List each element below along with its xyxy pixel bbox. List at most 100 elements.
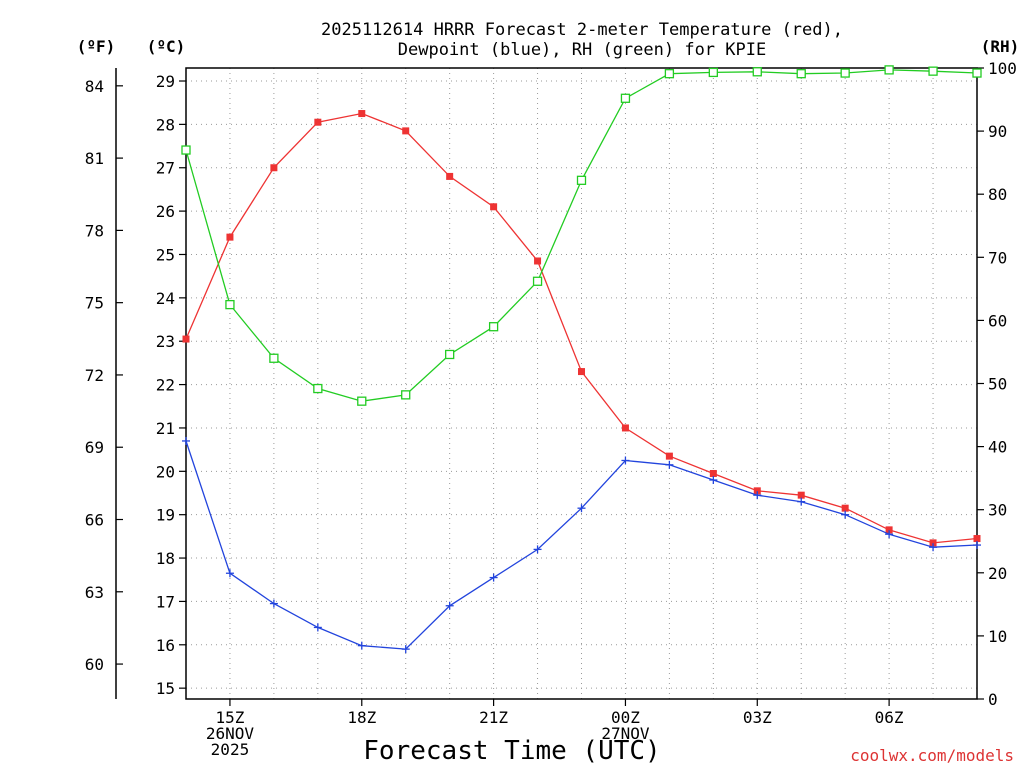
celsius-tick-label: 29 xyxy=(156,72,175,91)
data-point xyxy=(313,623,322,632)
data-point xyxy=(357,396,367,406)
data-point xyxy=(489,573,498,582)
x-tick-label: 00Z xyxy=(611,708,640,727)
data-point xyxy=(665,452,673,460)
celsius-unit-label: (ºC) xyxy=(147,37,186,56)
rh-tick-label: 50 xyxy=(988,375,1007,394)
data-point xyxy=(269,353,279,363)
rh-tick-label: 100 xyxy=(988,59,1017,78)
data-point xyxy=(841,504,849,512)
data-point xyxy=(533,545,542,554)
credit-text: coolwx.com/models xyxy=(850,746,1014,765)
celsius-tick-label: 28 xyxy=(156,115,175,134)
rh-tick-label: 80 xyxy=(988,185,1007,204)
fahrenheit-tick-label: 66 xyxy=(85,511,104,530)
x-tick-label: 21Z xyxy=(479,708,508,727)
data-point xyxy=(182,335,190,343)
data-point xyxy=(488,322,499,332)
data-point xyxy=(752,67,762,77)
data-point xyxy=(578,368,585,376)
data-point xyxy=(885,526,893,534)
data-point xyxy=(708,67,718,78)
data-point xyxy=(973,541,981,550)
data-point xyxy=(401,645,410,654)
data-point xyxy=(797,497,806,506)
fahrenheit-tick-label: 60 xyxy=(85,655,104,674)
data-point xyxy=(576,175,587,185)
chart-title-line2: Dewpoint (blue), RH (green) for KPIE xyxy=(398,40,766,60)
x-tick-label: 2025 xyxy=(211,740,250,759)
data-point xyxy=(884,65,894,75)
series-layer xyxy=(181,65,982,654)
x-tick-label: 06Z xyxy=(875,708,904,727)
data-point xyxy=(181,145,191,155)
data-point xyxy=(885,530,894,539)
celsius-tick-label: 17 xyxy=(156,592,175,611)
data-point xyxy=(446,172,454,180)
data-point xyxy=(269,599,278,608)
fahrenheit-tick-label: 78 xyxy=(85,221,104,240)
fahrenheit-tick-label: 81 xyxy=(85,149,104,168)
data-point xyxy=(972,68,982,78)
data-point xyxy=(973,535,981,543)
data-point xyxy=(840,68,850,78)
data-point xyxy=(929,539,937,547)
rh-tick-label: 60 xyxy=(988,311,1007,330)
data-point xyxy=(929,543,938,552)
fahrenheit-tick-label: 75 xyxy=(85,294,104,313)
x-tick-label: 15Z xyxy=(215,708,244,727)
rh-tick-label: 10 xyxy=(988,627,1007,646)
data-point xyxy=(402,127,410,135)
data-point xyxy=(709,469,717,477)
data-point xyxy=(841,510,850,519)
data-point xyxy=(709,475,718,484)
x-tick-label: 03Z xyxy=(743,708,772,727)
data-point xyxy=(665,460,674,469)
chart-title-line1: 2025112614 HRRR Forecast 2-meter Tempera… xyxy=(321,20,843,40)
rh-tick-label: 20 xyxy=(988,564,1007,583)
data-point xyxy=(577,504,586,513)
celsius-tick-label: 23 xyxy=(156,332,175,351)
data-point xyxy=(490,203,498,211)
celsius-tick-label: 21 xyxy=(156,419,175,438)
data-point xyxy=(358,110,366,118)
celsius-tick-label: 22 xyxy=(156,376,175,395)
data-point xyxy=(270,164,278,172)
celsius-tick-label: 15 xyxy=(156,679,175,698)
celsius-tick-label: 16 xyxy=(156,636,175,655)
celsius-tick-label: 20 xyxy=(156,462,175,481)
celsius-tick-label: 27 xyxy=(156,159,175,178)
fahrenheit-tick-label: 69 xyxy=(85,438,104,457)
series-dewpoint xyxy=(182,436,981,654)
data-point xyxy=(226,233,234,241)
grid xyxy=(186,68,977,699)
data-point xyxy=(225,569,234,578)
data-point xyxy=(621,424,629,432)
rh-unit-label: (RH) xyxy=(981,37,1020,56)
series-rh xyxy=(181,65,982,406)
data-point xyxy=(621,456,630,465)
rh-tick-label: 30 xyxy=(988,501,1007,520)
data-point xyxy=(753,491,762,500)
fahrenheit-tick-label: 84 xyxy=(85,77,104,96)
data-point xyxy=(182,436,190,445)
data-point xyxy=(445,601,454,610)
fahrenheit-tick-label: 72 xyxy=(85,366,104,385)
celsius-tick-label: 25 xyxy=(156,245,175,264)
celsius-tick-label: 18 xyxy=(156,549,175,568)
data-point xyxy=(314,118,322,126)
rh-tick-label: 0 xyxy=(988,690,998,709)
rh-tick-label: 70 xyxy=(988,248,1007,267)
data-point xyxy=(225,299,235,310)
data-point xyxy=(664,69,675,79)
fahrenheit-tick-label: 63 xyxy=(85,583,104,602)
fahrenheit-unit-label: (ºF) xyxy=(77,37,116,56)
data-point xyxy=(532,276,543,286)
data-point xyxy=(620,93,631,103)
data-point xyxy=(797,491,805,499)
celsius-tick-label: 19 xyxy=(156,506,175,525)
data-point xyxy=(928,66,938,76)
series-2-meter-temperature xyxy=(182,110,981,547)
